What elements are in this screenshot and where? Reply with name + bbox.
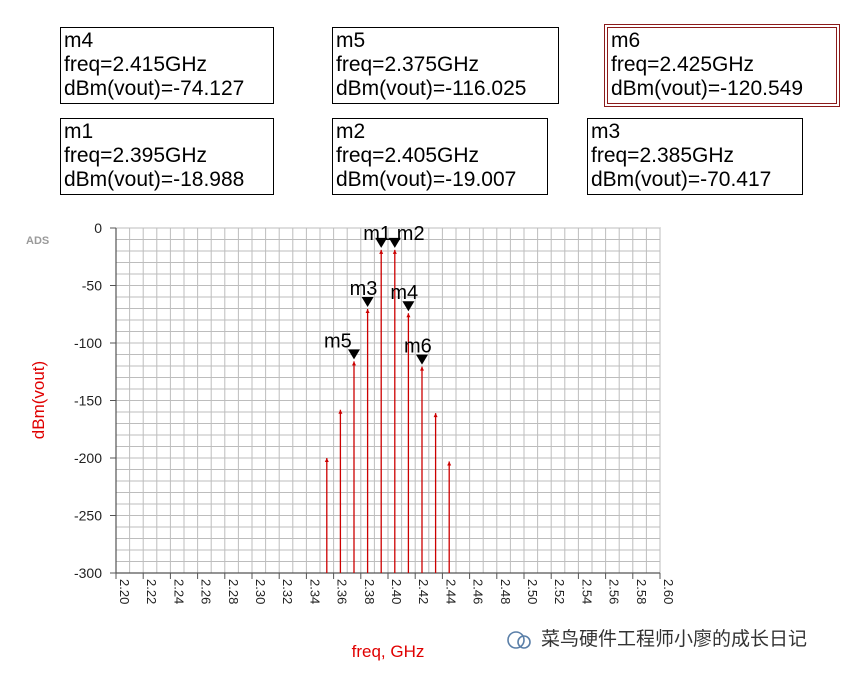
- x-tick-label: 2.22: [144, 579, 159, 604]
- marker-readout-m1[interactable]: m1 freq=2.395GHz dBm(vout)=-18.988: [60, 118, 274, 195]
- y-tick-label: 0: [94, 220, 102, 236]
- marker-label: m2: [397, 223, 425, 245]
- stem-tip: [352, 361, 356, 366]
- y-tick-label: -250: [74, 508, 102, 524]
- marker-freq: freq=2.375GHz: [336, 53, 480, 76]
- x-tick-label: 2.34: [307, 579, 322, 604]
- x-tick-label: 2.56: [607, 579, 622, 604]
- marker-freq: freq=2.415GHz: [64, 53, 208, 76]
- marker-value: dBm(vout)=-18.988: [64, 168, 245, 191]
- marker-value: dBm(vout)=-19.007: [336, 168, 517, 191]
- stem-tip: [324, 458, 329, 462]
- marker-freq: freq=2.405GHz: [336, 144, 480, 167]
- marker-readout-m4[interactable]: m4 freq=2.415GHz dBm(vout)=-74.127: [60, 27, 274, 104]
- x-tick-label: 2.26: [199, 579, 214, 604]
- marker-label: m6: [404, 336, 432, 358]
- marker-triangle: [361, 296, 374, 307]
- marker-name: m6: [611, 29, 641, 52]
- x-tick-label: 2.58: [634, 579, 649, 604]
- x-tick-label: 2.24: [171, 579, 186, 604]
- marker-triangle: [348, 349, 360, 360]
- x-axis-label: freq, GHz: [352, 642, 425, 661]
- x-tick-label: 2.38: [362, 579, 377, 604]
- x-tick-label: 2.28: [226, 579, 241, 604]
- marker-freq: freq=2.385GHz: [591, 144, 735, 167]
- wechat-watermark: 菜鸟硬件工程师小廖的成长日记: [505, 624, 807, 651]
- x-tick-label: 2.20: [117, 579, 132, 604]
- marker-readout-m2[interactable]: m2 freq=2.405GHz dBm(vout)=-19.007: [332, 118, 548, 195]
- marker-readout-m5[interactable]: m5 freq=2.375GHz dBm(vout)=-116.025: [332, 27, 559, 104]
- marker-readout-m3[interactable]: m3 freq=2.385GHz dBm(vout)=-70.417: [587, 118, 803, 195]
- marker-name: m1: [64, 120, 94, 143]
- marker-label: m5: [324, 330, 352, 352]
- y-axis-label: dBm(vout): [29, 361, 48, 439]
- marker-name: m2: [336, 120, 366, 143]
- x-tick-label: 2.48: [498, 579, 513, 604]
- marker-value: dBm(vout)=-120.549: [611, 77, 804, 100]
- stem-tip: [433, 413, 438, 418]
- x-tick-label: 2.40: [389, 579, 404, 604]
- marker-readout-m6[interactable]: m6 freq=2.425GHz dBm(vout)=-120.549: [607, 27, 837, 104]
- x-tick-label: 2.36: [335, 579, 350, 604]
- x-tick-label: 2.46: [471, 579, 486, 604]
- watermark-text: 菜鸟硬件工程师小廖的成长日记: [541, 628, 808, 650]
- x-tick-label: 2.52: [552, 579, 567, 604]
- x-tick-label: 2.32: [280, 579, 295, 604]
- y-tick-label: -200: [74, 450, 102, 466]
- x-tick-label: 2.44: [443, 579, 458, 604]
- stem-tip: [365, 308, 370, 313]
- marker-name: m5: [336, 29, 366, 52]
- stem-tip: [420, 366, 424, 371]
- stem-tip: [447, 461, 452, 466]
- x-tick-label: 2.60: [661, 579, 676, 604]
- marker-triangle: [375, 237, 388, 248]
- x-tick-label: 2.42: [416, 579, 431, 604]
- marker-triangle: [416, 354, 428, 365]
- wechat-icon: [507, 630, 531, 649]
- marker-value: dBm(vout)=-70.417: [591, 168, 772, 191]
- marker-triangle: [388, 237, 401, 248]
- y-tick-label: -300: [74, 565, 102, 581]
- marker-freq: freq=2.395GHz: [64, 144, 208, 167]
- marker-label: m1: [363, 223, 391, 245]
- marker-name: m3: [591, 120, 621, 143]
- marker-label: m4: [390, 282, 418, 304]
- y-tick-label: -150: [74, 393, 102, 409]
- x-tick-label: 2.30: [253, 579, 268, 604]
- ads-watermark-tag: ADS: [26, 235, 49, 247]
- marker-freq: freq=2.425GHz: [611, 53, 755, 76]
- y-tick-label: -50: [82, 278, 102, 294]
- y-tick-label: -100: [74, 335, 102, 351]
- marker-label: m3: [350, 278, 378, 300]
- x-tick-label: 2.54: [579, 579, 594, 604]
- stem-tip: [379, 249, 384, 254]
- marker-value: dBm(vout)=-74.127: [64, 77, 245, 100]
- stem-tip: [338, 409, 343, 414]
- x-tick-label: 2.50: [525, 579, 540, 604]
- marker-value: dBm(vout)=-116.025: [336, 77, 527, 100]
- stem-tip: [406, 313, 411, 318]
- marker-triangle: [402, 301, 415, 312]
- marker-name: m4: [64, 29, 94, 52]
- stem-tip: [392, 249, 397, 254]
